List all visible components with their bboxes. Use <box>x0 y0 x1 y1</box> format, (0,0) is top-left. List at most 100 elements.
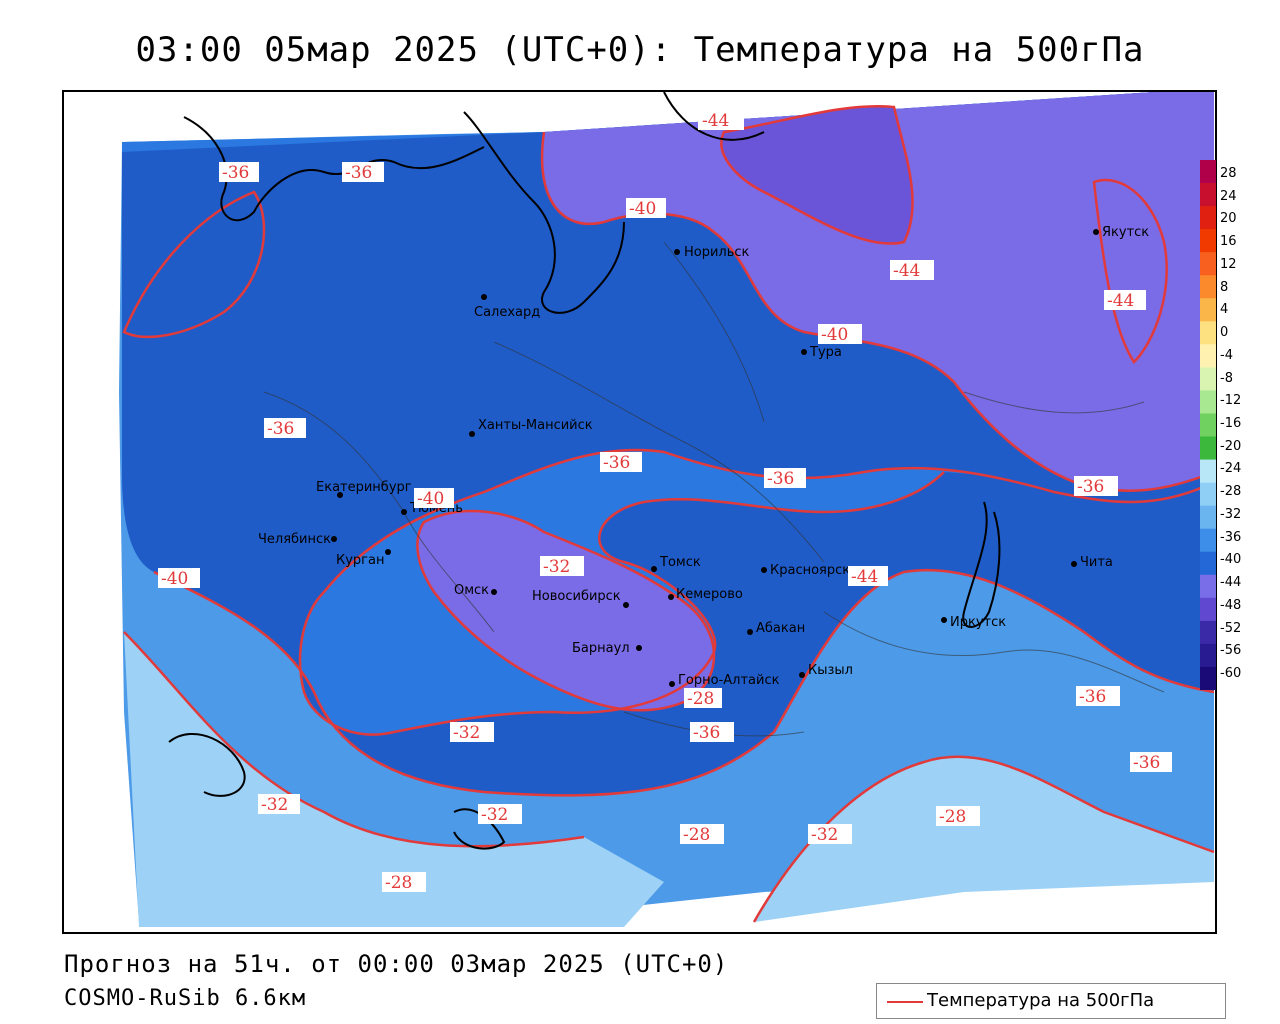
city-dot-tomsk <box>651 566 657 572</box>
legend-line-swatch <box>887 1001 923 1003</box>
contour-label-11: -40 <box>417 489 444 509</box>
city-dot-novosibirsk <box>623 602 629 608</box>
city-label-abakan: Абакан <box>756 621 805 636</box>
city-label-irkutsk: Иркутск <box>950 615 1006 630</box>
scale-tick-label: 16 <box>1220 234 1237 250</box>
contour-label-9: -36 <box>603 453 630 473</box>
scale-swatch <box>1200 206 1216 230</box>
zone-minus-48-northeast <box>721 106 913 244</box>
scale-tick-label: 8 <box>1220 279 1229 295</box>
contour-label-19: -36 <box>1133 753 1160 773</box>
scale-tick-label: -24 <box>1220 461 1242 477</box>
city-label-salekhard: Салехард <box>474 305 540 320</box>
scale-tick-label: 24 <box>1220 188 1237 204</box>
contour-label-8: -36 <box>267 419 294 439</box>
city-label-kurgan: Курган <box>336 553 384 568</box>
city-dot-barnaul <box>636 645 642 651</box>
scale-swatch <box>1200 643 1216 668</box>
scale-swatch <box>1200 413 1216 438</box>
scale-tick-label: 12 <box>1220 256 1237 272</box>
zone-minus-28-southeast <box>754 756 1214 922</box>
city-dot-krasnoyarsk <box>761 567 767 573</box>
city-dot-kyzyl <box>799 672 805 678</box>
contour-label-10: -36 <box>767 469 794 489</box>
scale-tick-label: -44 <box>1220 575 1242 591</box>
city-label-krasnoyarsk: Красноярск <box>770 563 850 578</box>
contour-label-7: -40 <box>821 325 848 345</box>
scale-tick-label: -48 <box>1220 597 1242 613</box>
city-markers: Норильск Якутск Салехард Тура Ханты-Манс… <box>258 225 1149 688</box>
scale-swatch <box>1200 390 1216 414</box>
contour-label-15: -44 <box>851 567 878 587</box>
scale-tick-label: -60 <box>1220 666 1242 681</box>
city-dot-kemerovo <box>668 594 674 600</box>
zone-minus-28-southwest <box>124 632 664 927</box>
city-label-norilsk: Норильск <box>684 245 750 260</box>
contour-label-25: -28 <box>385 873 412 893</box>
scale-tick-label: -52 <box>1220 620 1242 636</box>
contour-label-21: -32 <box>481 805 508 825</box>
scale-swatch <box>1200 229 1216 253</box>
contour-label-3: -36 <box>345 163 372 183</box>
map-legend: Температура на 500гПа <box>876 983 1226 1019</box>
scale-tick-label: -36 <box>1220 529 1242 545</box>
model-name: COSMO-RuSib 6.6км <box>64 986 307 1011</box>
city-dot-yakutsk <box>1093 229 1099 235</box>
zone-minus-44-central <box>417 511 714 711</box>
scale-swatch <box>1200 505 1216 530</box>
color-scale-swatches <box>1200 160 1216 691</box>
scale-swatch <box>1200 482 1216 507</box>
city-dot-norilsk <box>674 249 680 255</box>
city-label-kemerovo: Кемерово <box>676 587 743 602</box>
city-dot-khanty-mansiysk <box>469 431 475 437</box>
contour-label-26: -28 <box>687 689 714 709</box>
city-label-chelyabinsk: Челябинск <box>258 532 331 547</box>
city-dot-irkutsk <box>941 617 947 623</box>
scale-tick-label: -56 <box>1220 643 1242 659</box>
scale-tick-label: -20 <box>1220 438 1242 454</box>
scale-tick-label: -8 <box>1220 370 1233 386</box>
city-dot-abakan <box>747 629 753 635</box>
city-label-barnaul: Барнаул <box>572 641 630 656</box>
city-dot-salekhard <box>481 294 487 300</box>
city-dot-chita <box>1071 561 1077 567</box>
contour-label-13: -40 <box>161 569 188 589</box>
city-dot-gorno-altaysk <box>669 681 675 687</box>
city-dot-chelyabinsk <box>331 536 337 542</box>
scale-swatch <box>1200 321 1216 345</box>
scale-swatch <box>1200 252 1216 276</box>
city-label-chita: Чита <box>1080 555 1113 570</box>
scale-swatch <box>1200 436 1216 461</box>
scale-swatch <box>1200 344 1216 368</box>
scale-swatch <box>1200 666 1216 691</box>
zone-minus-44-northeast <box>542 92 1214 491</box>
scale-tick-label: -4 <box>1220 347 1233 363</box>
city-label-ekaterinburg: Екатеринбург <box>316 480 412 495</box>
contour-label-6: -44 <box>1107 291 1134 311</box>
forecast-info: Прогноз на 51ч. от 00:00 03мар 2025 (UTC… <box>64 950 729 978</box>
scale-swatch <box>1200 160 1216 184</box>
contour-label-4: -40 <box>629 199 656 219</box>
scale-tick-label: -12 <box>1220 393 1242 409</box>
legend-label: Температура на 500гПа <box>927 990 1155 1011</box>
scale-tick-label: -28 <box>1220 484 1242 500</box>
contour-label-16: -32 <box>453 723 480 743</box>
city-label-kyzyl: Кызыл <box>808 663 853 678</box>
scale-swatch <box>1200 574 1216 599</box>
scale-swatch <box>1200 298 1216 322</box>
contour-label-23: -32 <box>811 825 838 845</box>
scale-tick-label: 0 <box>1220 325 1229 341</box>
contour-label-1: -44 <box>702 111 729 131</box>
contour-label-20: -32 <box>261 795 288 815</box>
scale-swatch <box>1200 597 1216 622</box>
scale-tick-label: 4 <box>1220 302 1229 318</box>
city-label-tura: Тура <box>809 345 842 360</box>
temperature-map[interactable]: Норильск Якутск Салехард Тура Ханты-Манс… <box>62 90 1217 934</box>
contour-labels: -44 -36 -36 -40 -44 -44 -40 -36 -36 -36 … <box>158 110 1172 893</box>
contour-label-24: -28 <box>939 807 966 827</box>
scale-tick-label: 20 <box>1220 211 1237 227</box>
city-label-omsk: Омск <box>454 583 489 598</box>
city-dot-ekaterinburg <box>337 492 343 498</box>
contour-label-12: -36 <box>1077 477 1104 497</box>
scale-swatch <box>1200 183 1216 207</box>
